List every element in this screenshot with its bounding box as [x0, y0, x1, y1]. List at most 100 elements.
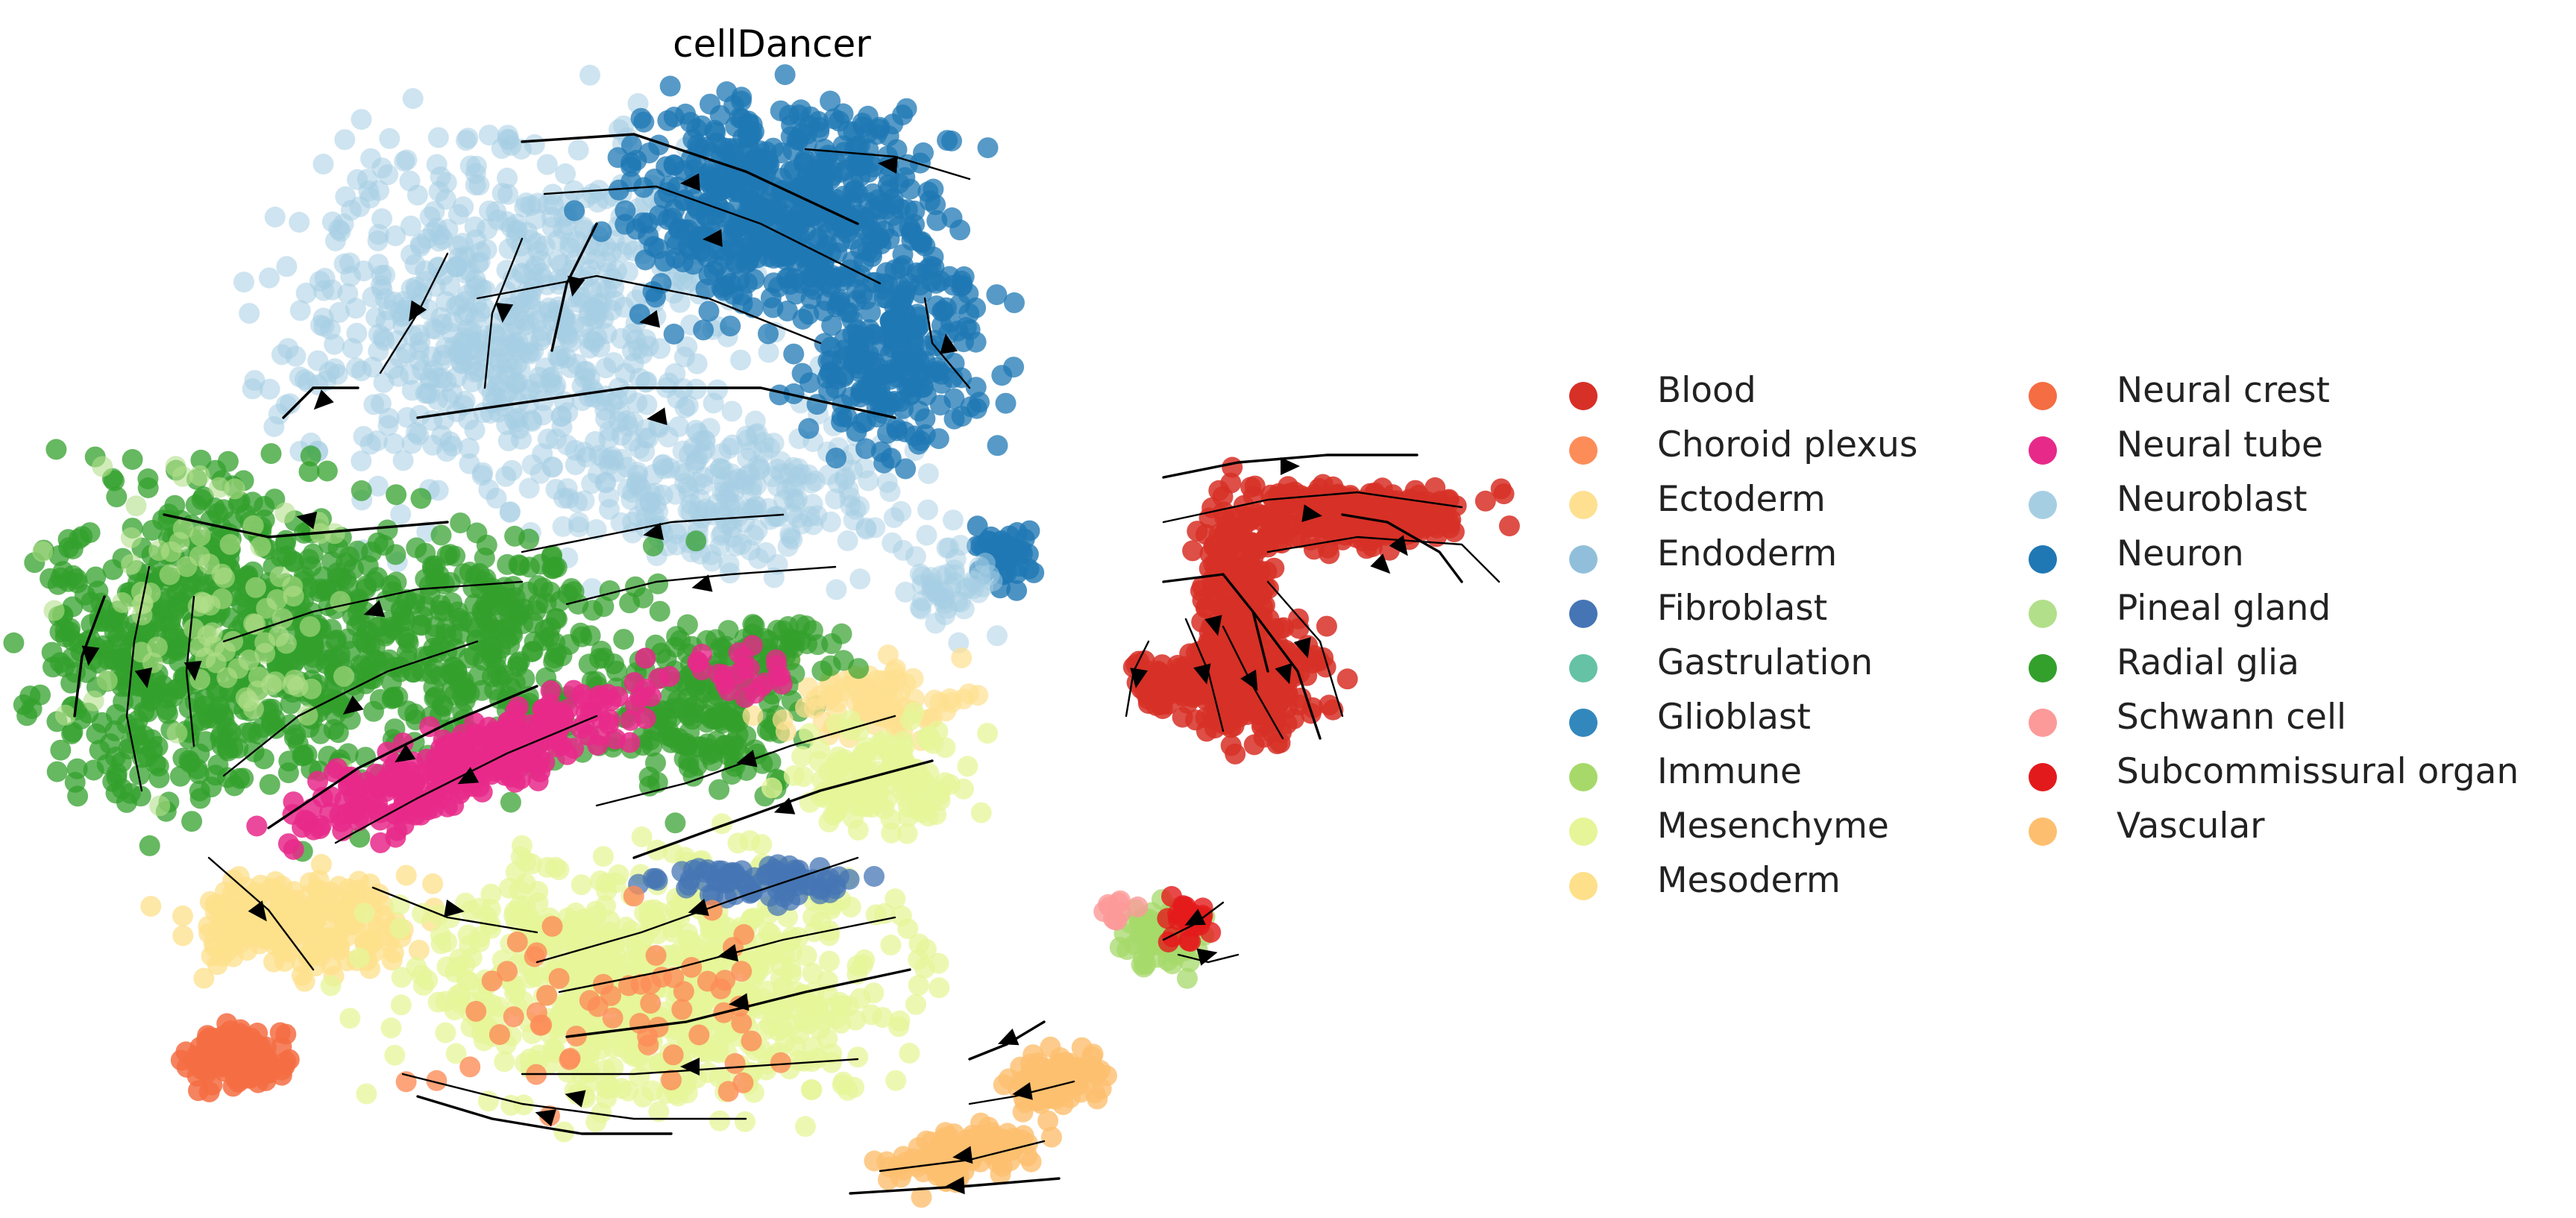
cell-point [204, 894, 226, 915]
cell-point [574, 442, 595, 463]
cell-point [864, 517, 886, 539]
cell-point [899, 1043, 920, 1064]
cell-point [320, 975, 342, 996]
cell-point [995, 541, 1017, 562]
cell-point [656, 156, 677, 178]
cell-point [356, 1083, 377, 1105]
cell-point [447, 204, 469, 225]
cell-point [489, 1024, 510, 1046]
cell-point [233, 767, 254, 789]
cell-point [897, 918, 919, 940]
cell-point [564, 200, 585, 222]
cell-point [914, 424, 936, 445]
cell-point [594, 647, 615, 669]
cell-point [181, 811, 203, 832]
cell-point [774, 64, 796, 86]
cell-point [367, 475, 389, 497]
cell-point [295, 282, 317, 304]
cell-point [911, 283, 932, 304]
cell-point [720, 316, 741, 337]
cell-point [601, 299, 623, 321]
cell-point [481, 383, 503, 404]
cell-point [301, 904, 323, 925]
cell-point [629, 1066, 650, 1087]
cell-point [422, 318, 444, 339]
cell-point [709, 779, 730, 800]
cell-point [265, 671, 286, 693]
cell-point [820, 90, 841, 112]
cell-point [435, 1022, 456, 1043]
cell-point [427, 991, 449, 1013]
cell-point [541, 456, 563, 477]
cell-point [924, 689, 946, 711]
cell-point [321, 211, 343, 233]
cell-point [404, 254, 426, 275]
cell-point [430, 166, 451, 187]
cell-point [615, 200, 636, 222]
cell-point [506, 931, 528, 952]
cell-point [527, 770, 549, 791]
cell-point [661, 707, 682, 729]
cell-point [390, 994, 412, 1016]
cell-point [884, 662, 905, 683]
cell-point [121, 553, 142, 575]
cell-point [283, 669, 305, 691]
cell-point [949, 219, 971, 241]
cell-point [748, 547, 770, 569]
cell-point [239, 303, 260, 324]
cell-point [819, 950, 840, 972]
cell-point [491, 138, 512, 160]
cell-point [596, 928, 618, 949]
cell-point [940, 311, 961, 333]
cell-point [636, 394, 658, 415]
cell-point [647, 500, 669, 522]
cell-point [852, 787, 874, 809]
cell-point [246, 815, 268, 837]
cell-point [497, 553, 518, 575]
cell-point [923, 733, 944, 754]
cell-point [640, 973, 662, 995]
cell-point [577, 1061, 599, 1082]
cell-point [853, 251, 875, 273]
cell-point [125, 495, 147, 517]
cell-point [442, 382, 463, 404]
cell-point [471, 679, 492, 701]
cell-point [700, 93, 720, 115]
cell-point [300, 445, 321, 467]
cell-point [147, 735, 169, 757]
cell-point [964, 572, 985, 594]
cell-point [731, 108, 753, 130]
cell-point [742, 705, 764, 726]
cell-point [823, 108, 845, 130]
cell-point [366, 430, 388, 451]
cell-point [504, 525, 526, 547]
cell-point [703, 742, 724, 764]
cell-point [468, 360, 489, 382]
cell-point [459, 1056, 481, 1078]
cell-point [906, 346, 928, 368]
cell-point [817, 145, 839, 166]
cell-point [330, 591, 351, 612]
cell-point [748, 459, 770, 481]
cell-point [250, 536, 271, 557]
cell-point [474, 547, 495, 569]
cell-point [704, 119, 726, 141]
cell-point [219, 533, 241, 555]
cell-point [345, 357, 367, 379]
cell-point [372, 327, 394, 348]
cell-point [159, 564, 180, 586]
cell-point [186, 1065, 208, 1087]
cell-point [577, 724, 599, 746]
cell-point [751, 834, 773, 856]
cell-point [772, 709, 794, 730]
cell-point [433, 740, 455, 762]
cell-point [767, 553, 788, 575]
cell-point [285, 724, 307, 746]
cell-point [820, 1052, 842, 1073]
cell-point [818, 380, 840, 402]
cell-point [457, 128, 479, 149]
cell-point [901, 220, 923, 242]
cell-point [852, 116, 874, 137]
cell-point [342, 338, 363, 359]
cell-point [298, 548, 320, 570]
